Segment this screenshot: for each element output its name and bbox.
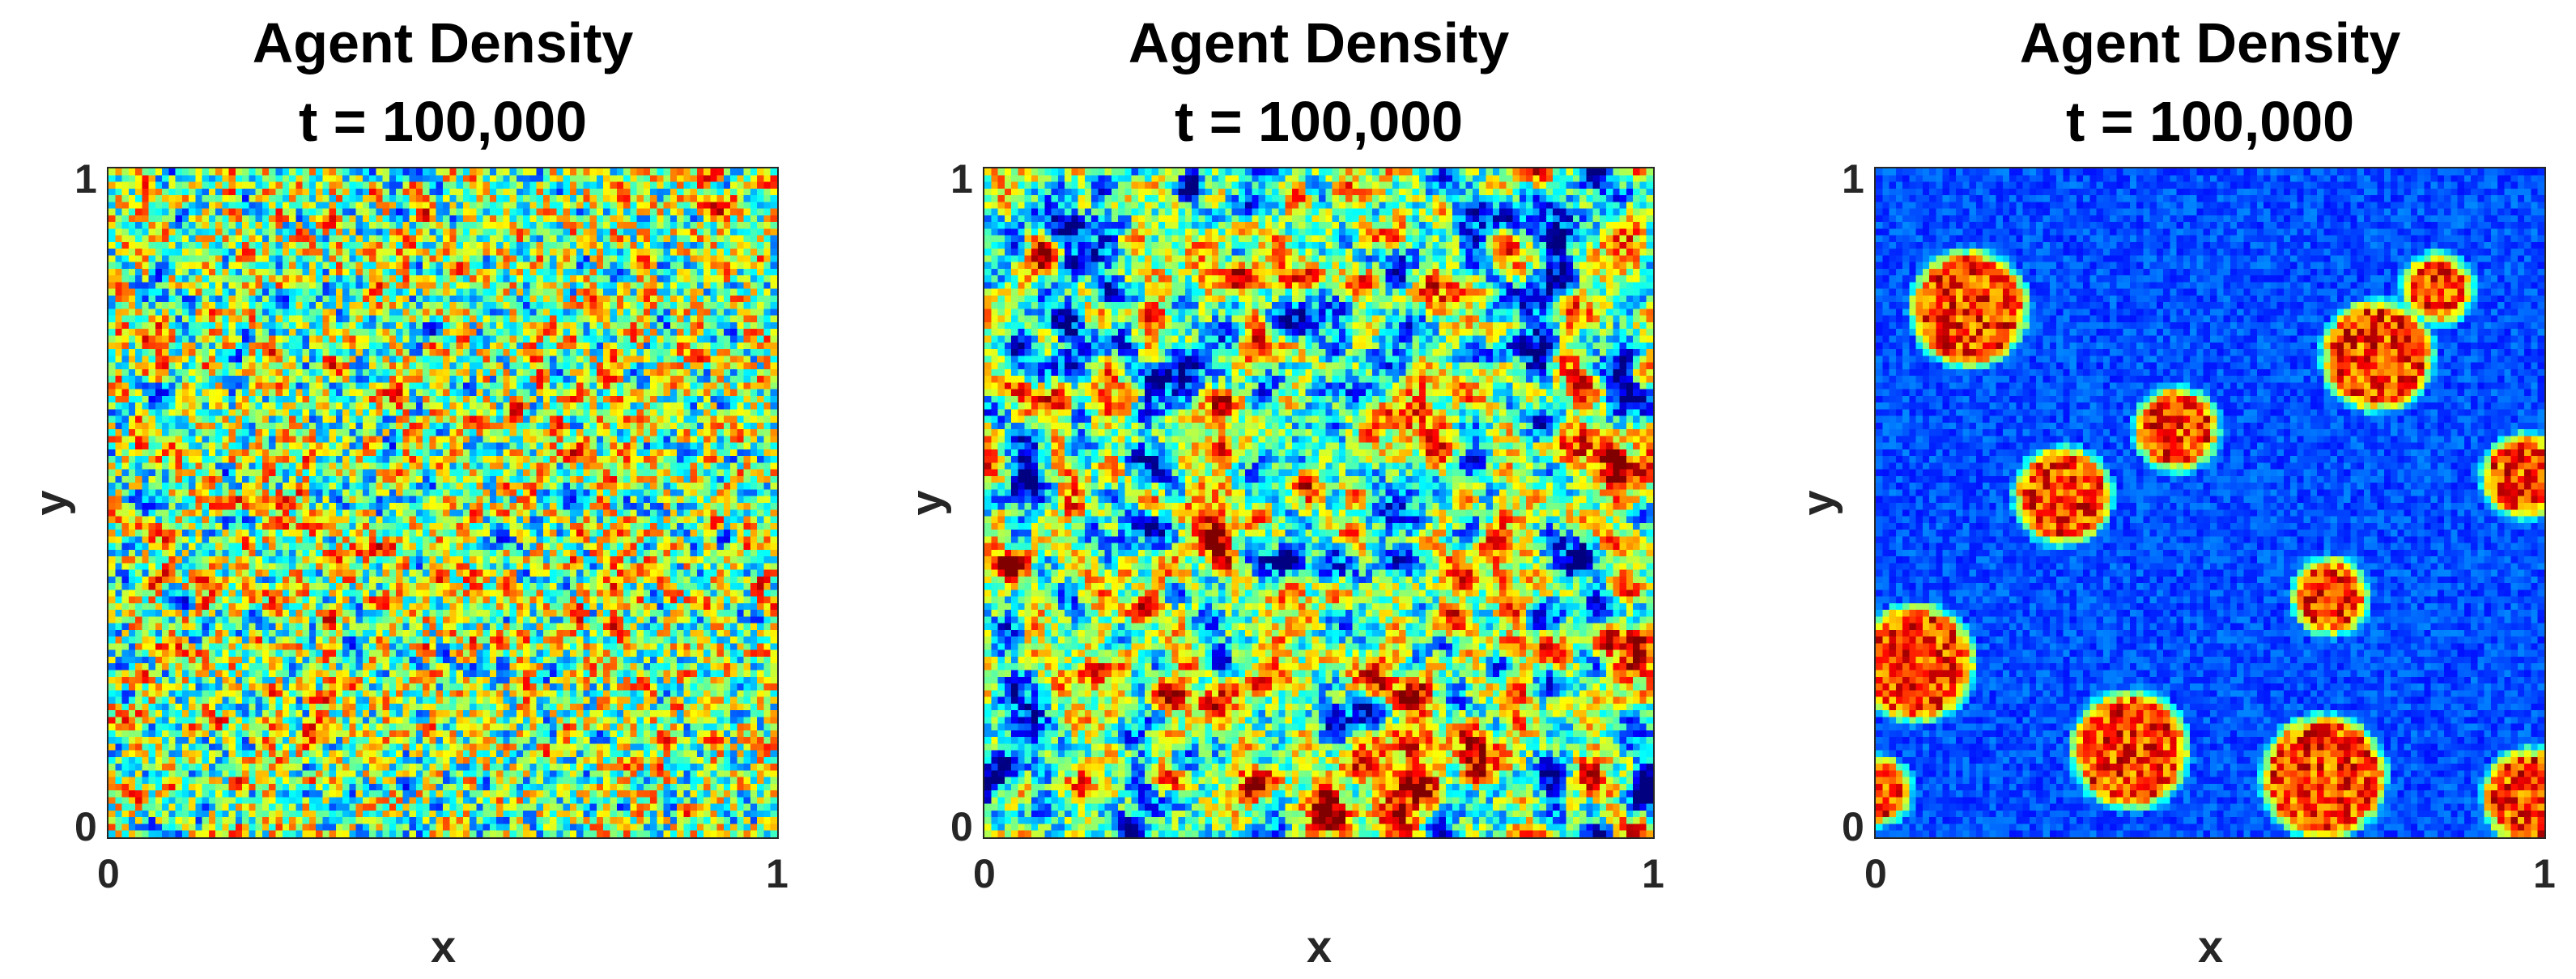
density-heatmap [1876,168,2544,837]
y-axis-label: y [900,490,952,516]
chart-panel-2: Agent Density t = 100,000 1 0 0 1 x y [901,0,1718,979]
y-tick-label: 0 [74,804,97,849]
chart-subtitle: t = 100,000 [298,90,588,153]
x-tick-label: 1 [1642,851,1664,896]
chart-subtitle: t = 100,000 [2065,90,2355,153]
x-tick-label: 0 [973,851,996,896]
chart-title: Agent Density [2019,11,2401,74]
chart-title: Agent Density [252,11,634,74]
heatmap-plot-area [1874,167,2546,839]
x-axis-label: x [2198,921,2224,972]
chart-panel-1: Agent Density t = 100,000 1 0 0 1 x y [25,0,842,979]
x-tick-label: 0 [97,851,120,896]
y-tick-label: 1 [74,156,97,202]
chart-subtitle: t = 100,000 [1174,90,1464,153]
y-tick-label: 0 [950,804,973,849]
heatmap-plot-area [107,167,779,839]
density-heatmap [984,168,1653,837]
density-heatmap [108,168,777,837]
y-tick-label: 0 [1842,804,1864,849]
y-tick-label: 1 [950,156,973,202]
y-tick-label: 1 [1842,156,1864,202]
chart-panel-3: Agent Density t = 100,000 1 0 0 1 x y [1792,0,2576,979]
x-axis-label: x [1307,921,1333,972]
x-tick-label: 1 [766,851,789,896]
x-tick-label: 1 [2533,851,2556,896]
chart-title: Agent Density [1128,11,1510,74]
y-axis-label: y [24,490,76,516]
y-axis-label: y [1792,490,1843,516]
heatmap-plot-area [983,167,1655,839]
x-tick-label: 0 [1864,851,1887,896]
x-axis-label: x [431,921,457,972]
